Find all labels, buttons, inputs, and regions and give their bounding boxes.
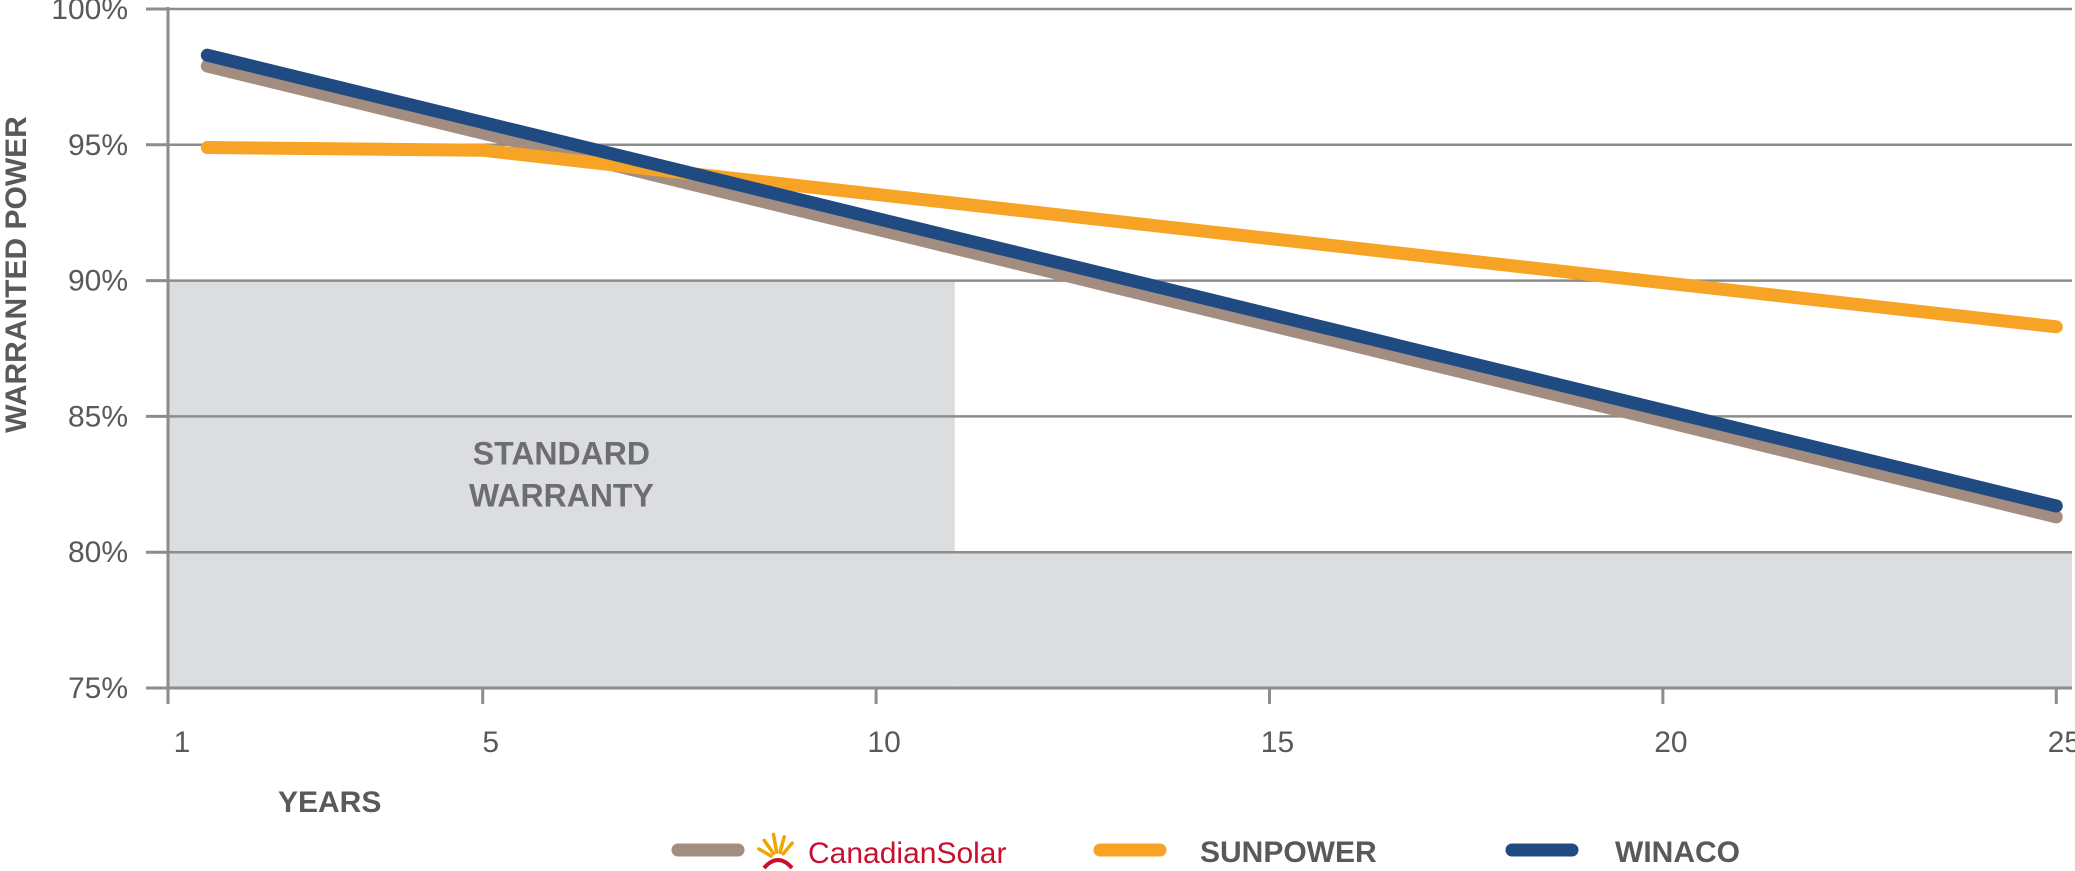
- y-tick-label: 80%: [68, 536, 128, 569]
- standard-warranty-label: STANDARD: [473, 435, 650, 471]
- logo-arc: [762, 858, 794, 870]
- legend-label-winaco: WINACO: [1615, 836, 1740, 869]
- canadian-solar-logo-icon: [757, 832, 794, 870]
- x-axis-title: YEARS: [278, 786, 381, 819]
- y-tick-label: 100%: [51, 0, 128, 26]
- y-tick-label: 90%: [68, 265, 128, 298]
- y-tick-label: 85%: [68, 400, 128, 433]
- x-tick-label: 10: [867, 726, 900, 759]
- series-line-winaco: [200, 48, 2063, 513]
- legend-label-sunpower: SUNPOWER: [1200, 836, 1377, 869]
- logo-ray: [771, 832, 779, 854]
- x-tick-label: 5: [482, 726, 499, 759]
- logo-ray: [778, 835, 786, 855]
- y-tick-label: 75%: [68, 672, 128, 705]
- x-tick-label: 20: [1654, 726, 1687, 759]
- axes: [146, 7, 2072, 704]
- legend-label-canadiansolar: CanadianSolar: [808, 837, 1006, 870]
- x-tick-label: 15: [1261, 726, 1294, 759]
- logo-ray: [781, 841, 794, 856]
- shaded-region: [168, 280, 955, 688]
- logo-ray: [762, 838, 776, 856]
- x-tick-label: 25: [2048, 726, 2075, 759]
- legend: CanadianSolar SUNPOWER WINACO: [671, 832, 1740, 870]
- y-tick-label: 95%: [68, 129, 128, 162]
- logo-ray: [757, 847, 773, 858]
- standard-warranty-label: WARRANTY: [469, 477, 654, 513]
- series-line-sunpower: [200, 141, 2063, 334]
- series-lines: [200, 48, 2063, 524]
- shaded-region: [954, 552, 2072, 688]
- x-tick-label: 1: [174, 726, 191, 759]
- series-line-canadiansolar: [200, 59, 2063, 524]
- y-axis-title: WARRANTED POWER: [0, 116, 33, 433]
- shaded-regions: STANDARD WARRANTY: [168, 280, 2072, 688]
